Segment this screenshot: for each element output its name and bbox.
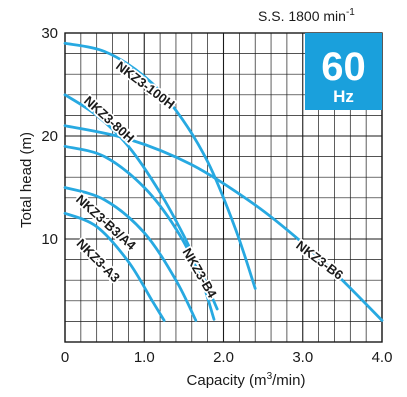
badge-value: 60 (321, 45, 366, 89)
curve-label: NKZ3-80H (81, 93, 137, 146)
x-tick-label: 3.0 (292, 349, 313, 366)
curve-label: NKZ3-100H (113, 58, 177, 112)
curve-label: NKZ3-B4 (179, 245, 220, 301)
x-axis-label-text: Capacity (m (187, 372, 267, 389)
curve-nkz3-b3-a4 (63, 186, 198, 322)
frequency-badge: 60 Hz (305, 33, 382, 110)
curve-nkz3-a3 (63, 211, 166, 322)
curve-nkz3-100h (63, 41, 257, 290)
y-tick-label: 10 (41, 231, 58, 248)
y-tick-label: 20 (41, 128, 58, 145)
x-tick-label: 4.0 (372, 349, 393, 366)
curves (63, 41, 384, 322)
speed-label: S.S. 1800 min-1 (258, 7, 355, 24)
x-tick-label: 1.0 (134, 349, 155, 366)
tick-labels: 0 1.0 2.0 3.0 4.0 10 20 30 (41, 25, 392, 366)
badge-background (305, 33, 382, 110)
curve-nkz3-80h (63, 93, 219, 311)
y-axis-label: Total head (m) (18, 132, 35, 228)
grid (64, 32, 383, 343)
speed-label-sup: -1 (346, 7, 355, 18)
x-tick-label: 0 (61, 349, 69, 366)
x-tick-label: 2.0 (213, 349, 234, 366)
speed-label-text: S.S. 1800 min (258, 8, 346, 24)
curve-nkz3-b4 (63, 144, 216, 321)
curve-label: NKZ3-B6 (293, 238, 346, 283)
y-tick-label: 30 (41, 25, 58, 42)
x-axis-label: Capacity (m3/min) (187, 371, 306, 389)
badge-unit: Hz (333, 87, 354, 106)
curve-nkz3-b6 (63, 124, 384, 322)
x-axis-label-sup: 3 (267, 371, 273, 382)
x-axis-label-tail: /min) (272, 372, 305, 389)
